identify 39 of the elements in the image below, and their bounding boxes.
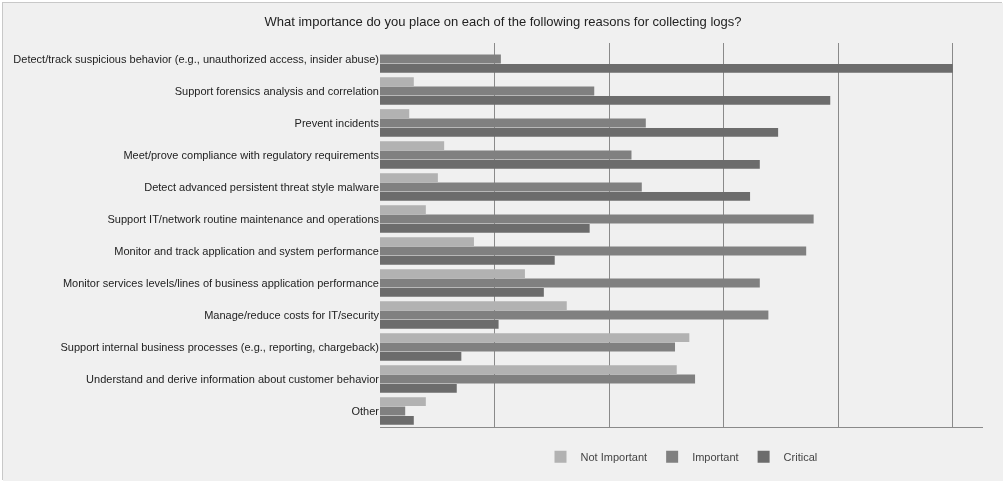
bar (380, 351, 462, 361)
bar (380, 333, 690, 343)
bar (380, 205, 426, 215)
bar (380, 319, 499, 329)
bar (380, 237, 474, 247)
bar (380, 365, 677, 375)
y-tick-label: Support forensics analysis and correlation (174, 84, 379, 97)
bar (380, 141, 445, 151)
y-tick-label: Monitor and track application and system performance (114, 244, 379, 257)
bar (380, 287, 544, 297)
bar (380, 383, 457, 393)
y-tick-label: Understand and derive information about customer behavior (86, 372, 380, 385)
bar (380, 77, 414, 87)
bar (380, 63, 953, 73)
legend-label: Critical (783, 451, 818, 464)
chart-title: What importance do you place on each of the following reasons for collecting logs? (264, 14, 742, 30)
y-tick-label: Prevent incidents (294, 116, 380, 129)
bar (380, 191, 751, 201)
bar (380, 127, 779, 137)
bar (380, 173, 438, 183)
bar (380, 415, 414, 425)
bar (380, 397, 426, 407)
y-tick-label: Monitor services levels/lines of business application performance (62, 276, 379, 289)
bar (380, 95, 831, 105)
y-tick-label: Meet/prove compliance with regulatory requirements (123, 148, 380, 161)
bar (380, 159, 760, 169)
bar (380, 301, 567, 311)
y-tick-label: Other (351, 404, 380, 417)
y-tick-label: Detect/track suspicious behavior (e.g., unauthorized access, insider abuse) (13, 52, 379, 65)
legend-label: Not Important (580, 451, 648, 464)
y-tick-label: Support internal business processes (e.g., reporting, chargeback) (60, 340, 379, 353)
bar (380, 269, 525, 279)
legend-label: Important (692, 451, 739, 464)
bar (380, 255, 555, 265)
bar (380, 223, 590, 233)
y-tick-label: Detect advanced persistent threat style malware (144, 180, 379, 193)
bar (380, 109, 410, 119)
y-tick-label: Manage/reduce costs for IT/security (204, 308, 380, 321)
y-tick-label: Support IT/network routine maintenance and operations (107, 212, 380, 225)
